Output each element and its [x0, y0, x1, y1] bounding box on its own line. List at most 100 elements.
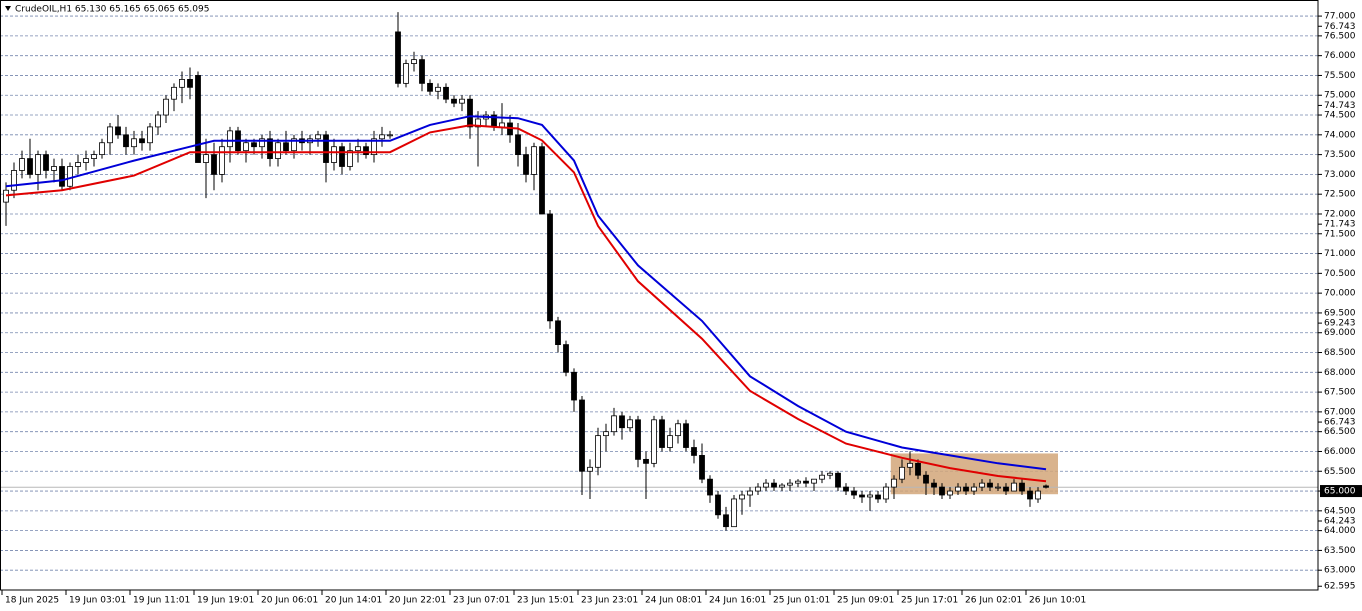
level-label: 69.243 [1324, 319, 1356, 329]
candle-body [419, 59, 425, 84]
candle-body [219, 146, 225, 175]
candle-body [995, 486, 1001, 489]
candle-body [363, 146, 369, 156]
candle-body [859, 494, 865, 498]
level-label: 64.243 [1324, 517, 1356, 527]
candle-body [603, 431, 609, 437]
candle-body [75, 162, 81, 167]
candle-body [515, 134, 521, 156]
candle-body [659, 419, 665, 448]
y-tick-label: 63.500 [1324, 546, 1356, 556]
x-tick-label: 18 Jun 2025 [5, 596, 59, 606]
candle-body [563, 344, 569, 373]
y-tick-label: 74.500 [1324, 111, 1356, 121]
candle-body [571, 371, 577, 401]
x-tick-label: 19 Jun 19:01 [197, 596, 254, 606]
candle-body [803, 480, 809, 484]
candle-body [59, 166, 65, 187]
candle-body [395, 31, 401, 84]
moving-average [5, 115, 1047, 471]
candle-body [323, 134, 329, 163]
y-tick-label: 67.000 [1324, 407, 1356, 417]
candle-body [203, 154, 209, 163]
candle-body [931, 482, 937, 488]
x-tick-label: 24 Jun 16:01 [709, 596, 766, 606]
level-label: 74.743 [1324, 101, 1356, 111]
level-label: 76.743 [1324, 22, 1356, 32]
candle-body [939, 486, 945, 496]
candle-body [835, 472, 841, 488]
y-tick-label: 68.500 [1324, 348, 1356, 358]
y-tick-label: 64.000 [1324, 526, 1356, 536]
candle-body [851, 490, 857, 496]
candle-body [1003, 486, 1009, 492]
candle-body [411, 59, 417, 64]
x-tick-label: 25 Jun 09:01 [837, 596, 894, 606]
candle-body [283, 142, 289, 152]
candle-body [923, 474, 929, 484]
plot-frame [0, 0, 1319, 591]
price-highlight [1320, 485, 1362, 498]
x-tick-label: 25 Jun 17:01 [901, 596, 958, 606]
candle-body [867, 494, 873, 498]
y-tick-label: 70.000 [1324, 289, 1356, 299]
candle-body [627, 419, 633, 429]
candle-body [251, 142, 257, 148]
candle-body [315, 134, 321, 140]
candle-body [1027, 490, 1033, 500]
candle-body [827, 472, 833, 476]
candle-body [595, 435, 601, 468]
candle-body [275, 142, 281, 159]
candle-body [99, 142, 105, 156]
candle-body [267, 138, 273, 159]
x-tick-label: 23 Jun 07:01 [453, 596, 510, 606]
candle-body [635, 419, 641, 460]
candle-body [131, 138, 137, 148]
y-tick-label: 65.000 [1324, 487, 1356, 497]
candle-body [1011, 482, 1017, 492]
candle-body [91, 154, 97, 159]
candle-body [795, 480, 801, 484]
candle-body [587, 466, 593, 472]
candle-body [187, 79, 193, 88]
candle-body [739, 494, 745, 500]
y-tick-label: 69.500 [1324, 308, 1356, 318]
candle-body [691, 447, 697, 456]
candle-body [843, 486, 849, 492]
y-tick-label: 76.500 [1324, 31, 1356, 41]
candle-body [291, 138, 297, 152]
y-tick-label: 66.000 [1324, 447, 1356, 457]
x-tick-label: 20 Jun 14:01 [325, 596, 382, 606]
candle-body [915, 462, 921, 476]
y-tick-label: 68.000 [1324, 368, 1356, 378]
candle-body [227, 130, 233, 148]
candle-body [371, 138, 377, 156]
candle-body [11, 170, 17, 191]
candle-body [443, 86, 449, 100]
menu-arrow[interactable] [5, 6, 11, 11]
candle-body [67, 166, 73, 187]
candle-body [979, 482, 985, 488]
candle-body [115, 126, 121, 136]
candle-body [779, 484, 785, 488]
x-tick-label: 24 Jun 08:01 [645, 596, 702, 606]
x-tick-label: 19 Jun 03:01 [69, 596, 126, 606]
x-tick-label: 26 Jun 02:01 [965, 596, 1022, 606]
candle-body [1043, 485, 1049, 488]
candle-body [427, 82, 433, 92]
level-label: 71.743 [1324, 220, 1356, 230]
candle-body [651, 419, 657, 464]
y-tick-label: 73.000 [1324, 170, 1356, 180]
candle-body [451, 98, 457, 104]
y-tick-label: 63.000 [1324, 566, 1356, 576]
moving-average [5, 124, 1047, 483]
candle-body [179, 79, 185, 88]
candle-body [379, 134, 385, 140]
y-tick-label: 73.500 [1324, 150, 1356, 160]
y-tick-label: 77.000 [1324, 12, 1356, 22]
x-tick-label: 19 Jun 11:01 [133, 596, 190, 606]
chart-title: CrudeOIL,H1 65.130 65.165 65.065 65.095 [15, 5, 209, 15]
candle-body [435, 86, 441, 92]
